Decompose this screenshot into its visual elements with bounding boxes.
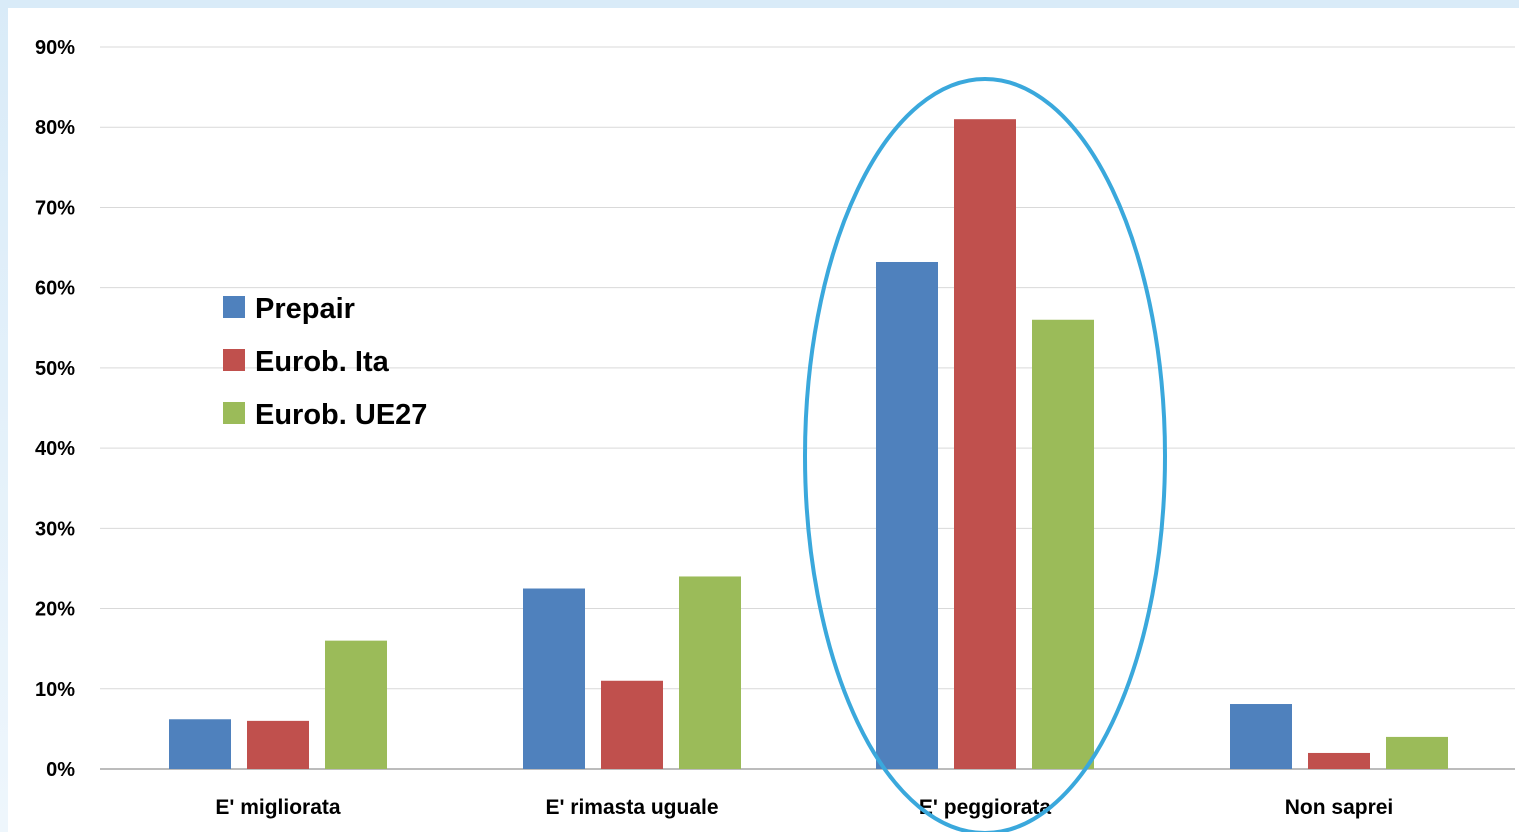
bar-eurob-ue27 [1386,736,1448,769]
legend-label: Prepair [255,293,355,325]
x-category-label: E' rimasta uguale [545,796,718,819]
y-tick-label: 90% [35,37,75,59]
bar-eurob-ue27 [1032,319,1094,769]
x-axis-categories: E' migliorata E' rimasta uguale E' peggior… [215,796,1393,819]
bar-prepair [876,261,938,769]
bar-eurob-ita [1308,752,1370,769]
bar-eurob-ita [954,119,1016,769]
x-category-label: E' migliorata [215,796,341,819]
y-tick-label: 80% [35,117,75,139]
highlight-layer [803,77,1167,832]
y-tick-label: 60% [35,278,75,300]
bar-eurob-ue27 [679,576,741,769]
bar-eurob-ita [601,680,663,769]
bar-eurob-ue27 [325,640,387,769]
x-category-label: E' peggiorata [919,796,1052,819]
y-tick-label: 50% [35,358,75,380]
y-axis-ticks: 0% 10% 20% 30% 40% 50% 60% 70% 80% 90% [35,37,75,781]
legend-swatch [223,402,245,424]
plot-background [8,8,1519,832]
bar-prepair [1230,704,1292,769]
bar-prepair [169,719,231,769]
y-tick-label: 10% [35,679,75,701]
y-tick-label: 70% [35,197,75,219]
bars [169,119,1448,769]
bar-prepair [523,588,585,769]
y-tick-label: 0% [46,759,75,781]
legend-label: Eurob. UE27 [255,399,427,431]
x-category-label: Non saprei [1285,796,1394,819]
y-tick-label: 30% [35,518,75,540]
legend-swatch [223,296,245,318]
legend-swatch [223,349,245,371]
legend: Prepair Eurob. Ita Eurob. UE27 [223,293,427,431]
y-tick-label: 20% [35,599,75,621]
legend-label: Eurob. Ita [255,346,390,378]
y-tick-label: 40% [35,438,75,460]
bar-eurob-ita [247,720,309,769]
highlight-ellipse [803,77,1167,832]
